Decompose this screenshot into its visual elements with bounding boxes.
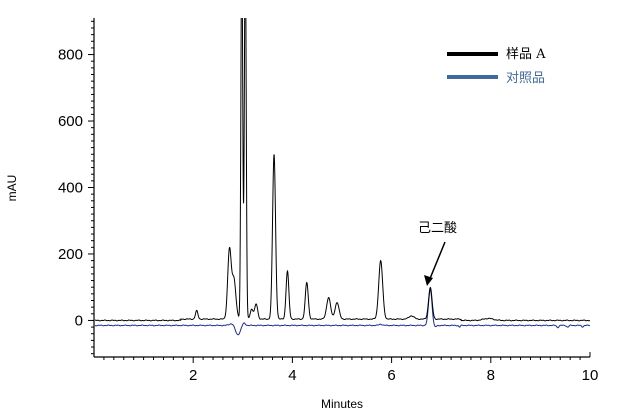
tick-labels: 0 200 400 600 800 2 4 6 8 10 [58,47,598,384]
minor-ticks [88,20,581,363]
annotation: 己二酸 [418,221,457,286]
y-tick-label: 200 [58,246,83,263]
annotation-label-adipic-acid: 己二酸 [418,221,457,236]
legend: 样品 A 对照品 [447,47,546,86]
axes: 0 200 400 600 800 2 4 6 8 10 [58,18,598,384]
y-tick-label: 600 [58,113,83,130]
y-tick-label: 0 [75,312,83,329]
series-line-sample-a [95,18,590,322]
series-line-reference [95,288,590,336]
annotation-arrow-shaft [428,241,446,282]
legend-label-sample-a: 样品 A [506,47,546,62]
plot-area [95,18,590,336]
x-tick-label: 8 [487,367,495,384]
x-tick-label: 4 [288,367,296,384]
y-axis-title: mAU [5,175,19,202]
x-tick-label: 2 [189,367,197,384]
x-tick-label: 10 [582,367,599,384]
legend-label-reference: 对照品 [506,71,545,86]
y-tick-label: 400 [58,180,83,197]
y-tick-label: 800 [58,47,83,64]
x-tick-label: 6 [387,367,395,384]
annotation-arrow-head [424,275,433,286]
x-axis-title: Minutes [321,397,363,411]
